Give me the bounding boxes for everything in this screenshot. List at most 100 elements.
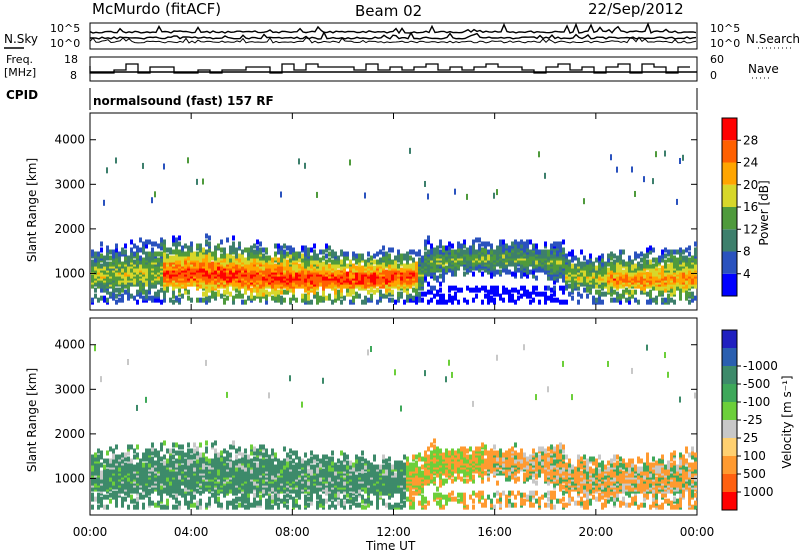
power-cell — [358, 253, 361, 259]
power-cell — [172, 235, 175, 241]
power-cell — [343, 261, 346, 267]
velocity-cell — [199, 498, 202, 504]
velocity-cell — [232, 444, 235, 450]
power-cell — [262, 253, 265, 259]
velocity-cell — [196, 464, 199, 470]
velocity-cell — [178, 454, 181, 460]
power-cell — [646, 259, 649, 265]
power-cell — [418, 295, 421, 301]
power-cell — [661, 249, 664, 255]
power-cell — [664, 247, 667, 253]
beam-title: Beam 02 — [355, 2, 423, 20]
power-cell — [355, 265, 358, 271]
power-cell — [523, 245, 526, 251]
power-cell — [679, 295, 682, 301]
power-cell — [595, 289, 598, 295]
power-cell — [694, 295, 697, 301]
power-cell — [457, 241, 460, 247]
power-cell — [469, 249, 472, 255]
power-cell — [655, 269, 658, 275]
power-cell — [412, 257, 415, 263]
power-sparse-cell — [298, 158, 300, 165]
power-cell — [295, 297, 298, 303]
cpid-text: normalsound (fast) 157 RF — [93, 94, 274, 108]
velocity-cell — [268, 504, 271, 510]
power-cell — [328, 269, 331, 275]
power-cell — [139, 255, 142, 261]
power-cell — [562, 289, 565, 295]
velocity-cell — [202, 464, 205, 470]
velocity-cell — [148, 462, 151, 468]
power-cell — [289, 249, 292, 255]
power-cell — [613, 297, 616, 303]
power-cell — [232, 235, 235, 241]
velocity-cell — [247, 454, 250, 460]
velocity-cell — [268, 458, 271, 464]
power-cell — [523, 271, 526, 277]
power-cell — [649, 245, 652, 251]
velocity-cell — [103, 504, 106, 510]
power-cell — [691, 255, 694, 261]
power-cell — [97, 251, 100, 257]
velocity-cell — [295, 454, 298, 460]
velocity-cell — [190, 458, 193, 464]
nsearch-label: N.Search — [746, 32, 800, 46]
velocity-cell — [244, 504, 247, 510]
velocity-cell — [244, 498, 247, 504]
power-cell — [328, 263, 331, 269]
velocity-cell — [199, 456, 202, 462]
power-cell — [337, 269, 340, 275]
power-cell — [592, 295, 595, 301]
power-cell — [580, 293, 583, 299]
power-sparse-cell — [304, 162, 306, 169]
velocity-cell — [181, 488, 184, 494]
power-cell — [94, 265, 97, 271]
power-cell — [115, 247, 118, 253]
power-cell — [313, 293, 316, 299]
power-cell — [565, 283, 568, 289]
power-cell — [211, 293, 214, 299]
power-cell — [553, 297, 556, 303]
power-cell — [256, 257, 259, 263]
velocity-cell — [127, 486, 130, 492]
velocity-cell — [247, 492, 250, 498]
power-cell — [352, 289, 355, 295]
velocity-cell — [274, 494, 277, 500]
velocity-cell — [304, 464, 307, 470]
velocity-cell — [115, 444, 118, 450]
power-cell — [547, 285, 550, 291]
velocity-cell — [190, 502, 193, 508]
power-cell — [571, 283, 574, 289]
power-cell — [682, 287, 685, 293]
power-cell — [139, 259, 142, 265]
velocity-cell — [187, 500, 190, 506]
power-cell — [361, 265, 364, 271]
power-cell — [640, 263, 643, 269]
power-cell — [598, 299, 601, 305]
power-cell — [646, 299, 649, 305]
power-cell — [529, 249, 532, 255]
power-cell — [352, 295, 355, 301]
velocity-cell — [193, 448, 196, 454]
power-sparse-cell — [409, 147, 411, 154]
power-cell — [442, 297, 445, 303]
power-cell — [658, 289, 661, 295]
velocity-cell — [172, 448, 175, 454]
velocity-cell — [208, 496, 211, 502]
power-cell — [523, 289, 526, 295]
power-cell — [130, 239, 133, 245]
power-cell — [535, 275, 538, 281]
power-cell — [436, 249, 439, 255]
power-cell — [292, 251, 295, 257]
power-cell — [430, 267, 433, 273]
power-cell — [106, 261, 109, 267]
velocity-cell — [235, 496, 238, 502]
power-cell — [310, 247, 313, 253]
power-cell — [265, 255, 268, 261]
power-cell — [214, 295, 217, 301]
velocity-cell — [151, 450, 154, 456]
power-cell — [139, 237, 142, 243]
power-cell — [112, 291, 115, 297]
power-cell — [658, 255, 661, 261]
velocity-cell — [103, 458, 106, 464]
